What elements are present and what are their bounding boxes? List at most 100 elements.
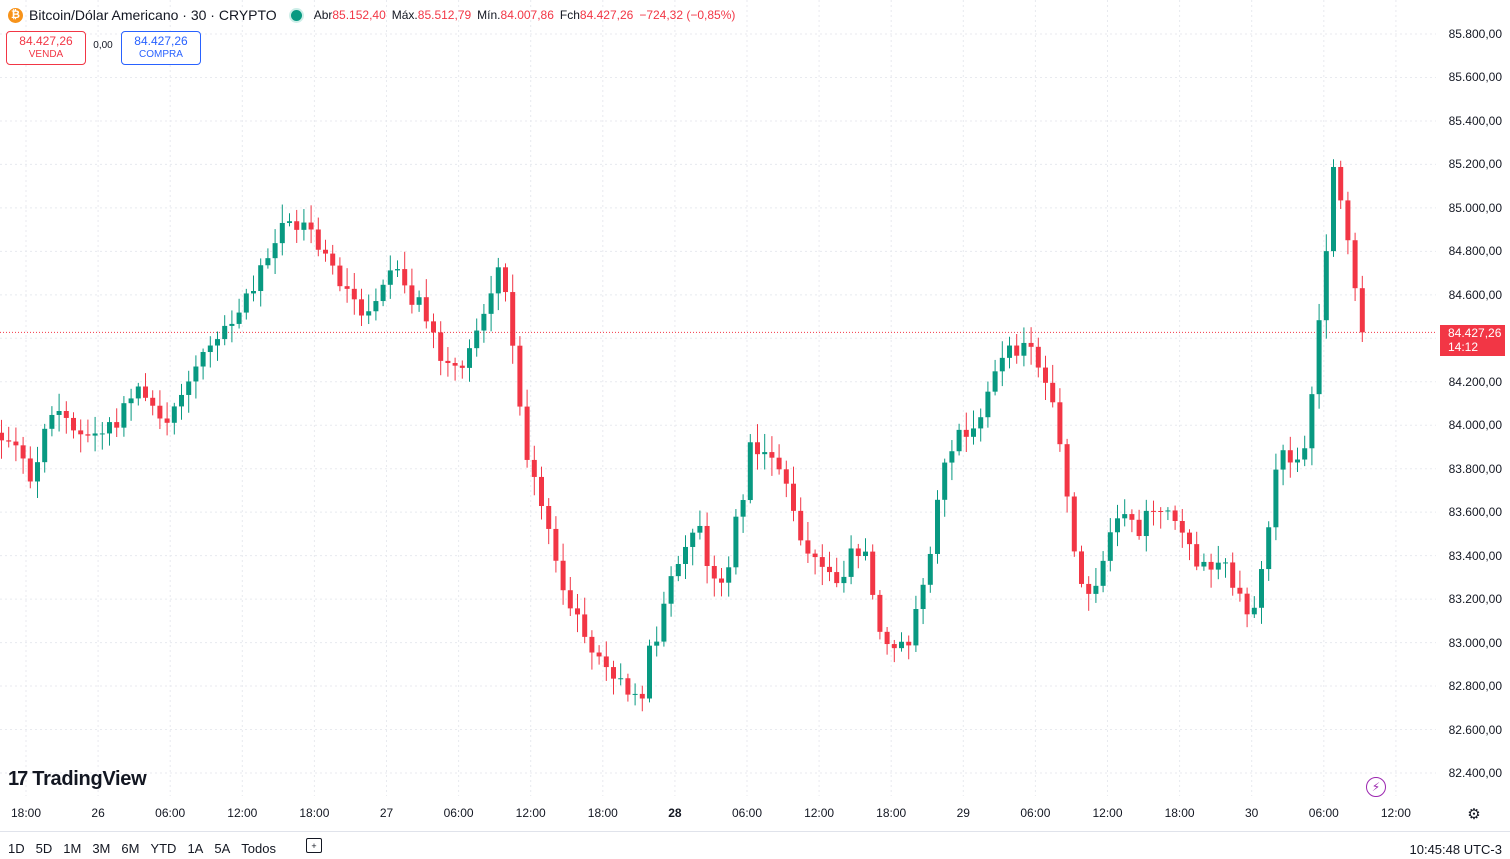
candle-body (675, 563, 681, 577)
candle (589, 630, 595, 670)
candle-body (416, 297, 422, 305)
time-tick-label: 12:00 (227, 806, 258, 820)
candle (1021, 327, 1027, 367)
candle (827, 551, 832, 582)
range-button-ytd[interactable]: YTD (150, 841, 177, 856)
range-button-1d[interactable]: 1D (8, 841, 25, 856)
candle (719, 567, 724, 597)
candle-body (661, 603, 667, 642)
candle-body (1316, 320, 1322, 395)
ohlc-low: Mín.84.007,86 (477, 8, 554, 22)
candle-body (1071, 496, 1077, 552)
candle (963, 412, 969, 453)
candle (999, 341, 1005, 387)
candle-body (560, 560, 566, 591)
candle-body (157, 405, 163, 419)
candle-body (1122, 514, 1128, 519)
candle-body (891, 644, 897, 649)
calendar-icon[interactable]: + (306, 838, 322, 853)
timezone-clock[interactable]: 10:45:48 UTC-3 (1409, 842, 1503, 857)
candle (474, 318, 480, 357)
candle-body (1237, 587, 1243, 594)
chart-grid (0, 0, 1436, 796)
candle (488, 275, 494, 332)
candle-body (279, 222, 285, 244)
candle-body (351, 288, 357, 300)
time-tick-label: 06:00 (1020, 806, 1051, 820)
price-tick-label: 82.600,00 (1448, 722, 1502, 737)
candle (495, 257, 501, 311)
range-button-5d[interactable]: 5D (35, 841, 53, 856)
candle-body (222, 325, 228, 340)
sell-button[interactable]: 84.427,26 VENDA (6, 31, 86, 65)
candle-body (791, 483, 796, 511)
range-button-6m[interactable]: 6M (121, 841, 140, 856)
tradingview-logo-icon: 17 (8, 768, 28, 790)
candle-body (1251, 607, 1257, 615)
settings-gear-icon[interactable]: ⚙ (1467, 806, 1481, 823)
candle (1338, 160, 1344, 209)
candle (812, 549, 818, 575)
candle (942, 458, 948, 517)
price-tick-label: 85.000,00 (1448, 200, 1502, 215)
range-button-1m[interactable]: 1M (63, 841, 82, 856)
last-price-tag: 84.427,26 14:12 (1440, 325, 1505, 356)
candle-body (251, 291, 256, 294)
buy-button[interactable]: 84.427,26 COMPRA (121, 31, 201, 65)
candle-body (654, 641, 660, 646)
time-tick-label: 30 (1245, 806, 1259, 820)
candle (1158, 507, 1164, 529)
candle (1071, 492, 1077, 557)
candle (1215, 545, 1221, 580)
price-tick-label: 85.800,00 (1448, 27, 1502, 41)
candle (380, 279, 386, 307)
symbol-title[interactable]: Bitcoin/Dólar Americano · 30 · CRYPTO (29, 7, 277, 23)
market-status-icon[interactable] (290, 9, 302, 21)
lightning-icon[interactable]: ⚡ (1366, 777, 1386, 797)
price-tick-label: 83.200,00 (1448, 592, 1502, 607)
range-button-1a[interactable]: 1A (187, 841, 204, 856)
candle-body (848, 548, 854, 577)
candle-body (812, 553, 818, 558)
candle (402, 251, 408, 294)
candle-body (985, 391, 991, 418)
price-chart[interactable] (0, 0, 1510, 830)
candle-body (1165, 510, 1171, 512)
candle-body (1215, 562, 1221, 570)
candle-body (611, 667, 616, 679)
candle-body (899, 641, 904, 649)
candle (985, 381, 991, 428)
candle-body (315, 229, 321, 250)
candle-body (510, 292, 516, 346)
candle-body (121, 403, 127, 428)
price-tick-label: 83.000,00 (1448, 635, 1502, 650)
price-tick-label: 82.800,00 (1448, 679, 1502, 694)
candle (870, 544, 876, 600)
candles (0, 159, 1365, 712)
range-button-5a[interactable]: 5A (214, 841, 231, 856)
candle (107, 417, 112, 446)
candle (503, 263, 508, 302)
candle (596, 645, 602, 665)
candle-body (1302, 448, 1308, 460)
candle-body (1230, 562, 1236, 588)
last-price-value: 84.427,26 (1448, 326, 1502, 340)
range-button-3m[interactable]: 3M (92, 841, 111, 856)
candle (409, 268, 415, 314)
candle (1194, 531, 1200, 571)
price-tick-label: 85.600,00 (1448, 70, 1502, 85)
range-button-todos[interactable]: Todos (241, 841, 276, 856)
candle (1223, 558, 1228, 578)
candle (243, 288, 249, 320)
candle-body (589, 636, 595, 653)
candle (150, 390, 156, 416)
candle (13, 427, 19, 462)
candle (49, 406, 55, 437)
candle-body (42, 428, 48, 463)
candle-body (733, 516, 739, 568)
candle-body (546, 506, 552, 529)
candle-body (438, 332, 444, 361)
candle (272, 229, 278, 274)
tradingview-logo[interactable]: 17 TradingView (8, 768, 147, 791)
candle-body (63, 411, 69, 418)
